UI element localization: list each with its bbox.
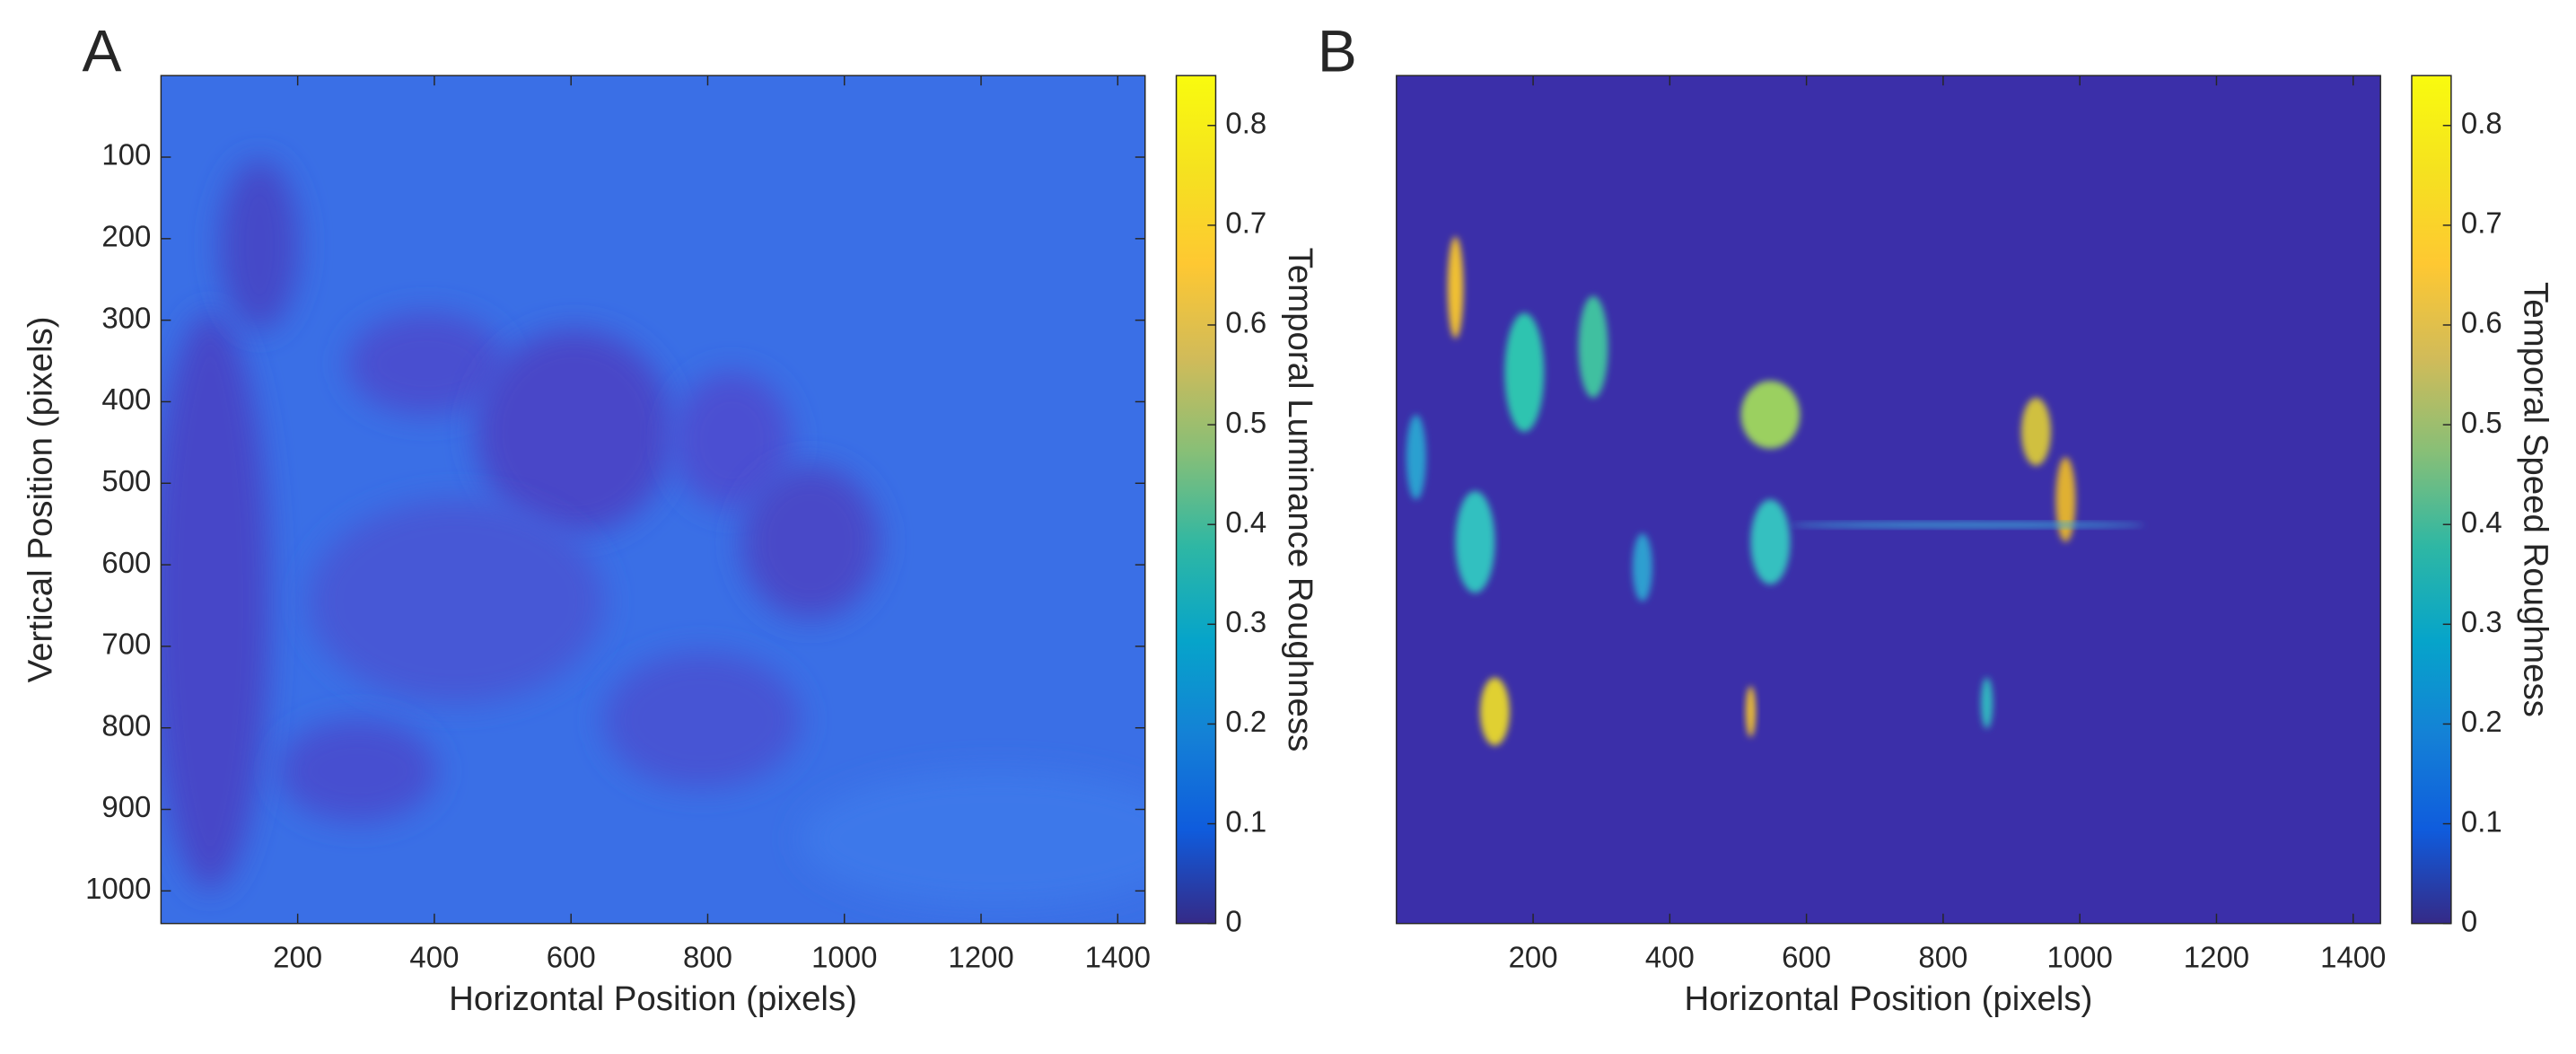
heatmap-texture (476, 329, 673, 534)
colorbar-tick-label: 0.3 (1225, 605, 1266, 638)
heatmap-texture (1790, 522, 2145, 528)
x-tick-label: 1400 (1085, 941, 1151, 974)
colorbar-label: Temporal Luminance Roughness (1281, 248, 1319, 752)
heatmap-texture (308, 499, 604, 704)
x-tick-label: 400 (409, 941, 459, 974)
colorbar-tick-label: 0.3 (2461, 605, 2502, 638)
heatmap-background (1396, 75, 2381, 924)
y-tick-label: 700 (101, 628, 151, 661)
y-tick-label: 600 (101, 546, 151, 579)
y-tick-label: 100 (101, 138, 151, 171)
heatmap-texture (347, 312, 506, 415)
heatmap-texture (1504, 312, 1545, 432)
y-tick-label: 500 (101, 464, 151, 497)
heatmap-texture (1746, 686, 1756, 737)
x-tick-label: 600 (1782, 941, 1831, 974)
x-tick-label: 200 (1509, 941, 1558, 974)
heatmap-texture (2055, 457, 2076, 542)
x-tick-label: 1000 (2047, 941, 2113, 974)
y-tick-label: 400 (101, 382, 151, 416)
x-axis-label: Horizontal Position (pixels) (449, 979, 857, 1018)
colorbar-tick-label: 0.4 (1225, 505, 1266, 539)
heatmap-texture (741, 465, 880, 619)
heatmap-texture (1406, 414, 1426, 500)
colorbar-tick-label: 0.8 (2461, 106, 2502, 139)
colorbar-label: Temporal Speed Roughness (2516, 282, 2554, 717)
heatmap-texture (161, 312, 269, 890)
heatmap-texture (603, 652, 802, 788)
y-axis-label: Vertical Position (pixels) (22, 317, 60, 683)
colorbar-tick-label: 0.6 (2461, 306, 2502, 339)
heatmap-texture (1981, 677, 1993, 729)
heatmap-texture (220, 160, 299, 330)
y-tick-label: 900 (101, 790, 151, 823)
y-tick-label: 300 (101, 301, 151, 334)
colorbar-tick-label: 0.2 (2461, 705, 2502, 738)
heatmap-texture (672, 372, 792, 508)
heatmap-texture (1447, 236, 1464, 338)
colorbar (1175, 75, 1217, 925)
heatmap (1396, 75, 2381, 924)
x-tick-label: 1400 (2320, 941, 2386, 974)
colorbar-tick-label: 0.2 (1225, 705, 1266, 738)
x-tick-label: 1200 (2184, 941, 2249, 974)
heatmap-texture (2021, 398, 2051, 466)
heatmap-texture (1750, 499, 1791, 584)
colorbar-tick-label: 0.6 (1225, 306, 1266, 339)
colorbar-tick-label: 0.1 (1225, 804, 1266, 838)
x-tick-label: 800 (1918, 941, 1967, 974)
x-tick-label: 1200 (948, 941, 1013, 974)
y-tick-label: 800 (101, 708, 151, 742)
colorbar-tick-label: 0.4 (2461, 505, 2502, 539)
heatmap-texture (1740, 381, 1801, 449)
plot-frame (160, 75, 1146, 925)
x-axis-label: Horizontal Position (pixels) (1685, 979, 2093, 1018)
colorbar-tick-label: 0.8 (1225, 106, 1266, 139)
x-tick-label: 200 (273, 941, 322, 974)
x-tick-label: 800 (683, 941, 732, 974)
colorbar-tick-label: 0.1 (2461, 804, 2502, 838)
heatmap (161, 75, 1145, 924)
colorbar-tick-label: 0.7 (2461, 206, 2502, 240)
colorbar-tick-label: 0.7 (1225, 206, 1266, 240)
heatmap-texture (278, 719, 437, 822)
heatmap-texture (1455, 490, 1495, 593)
x-tick-label: 600 (547, 941, 596, 974)
y-tick-label: 1000 (85, 872, 151, 905)
heatmap-texture (1578, 295, 1608, 399)
colorbar-tick-label: 0.5 (1225, 406, 1266, 439)
colorbar-tick-label: 0.5 (2461, 406, 2502, 439)
panel-label: A (83, 18, 122, 84)
y-tick-label: 200 (101, 220, 151, 253)
heatmap-texture (1632, 533, 1652, 602)
colorbar (2411, 75, 2452, 925)
plot-frame (1396, 75, 2381, 925)
colorbar-tick-label: 0 (1225, 904, 1241, 937)
heatmap-texture (801, 770, 1145, 907)
panel-label: B (1318, 18, 1357, 84)
colorbar-tick-label: 0 (2461, 904, 2477, 937)
heatmap-texture (1479, 677, 1510, 746)
x-tick-label: 1000 (811, 941, 877, 974)
x-tick-label: 400 (1645, 941, 1695, 974)
